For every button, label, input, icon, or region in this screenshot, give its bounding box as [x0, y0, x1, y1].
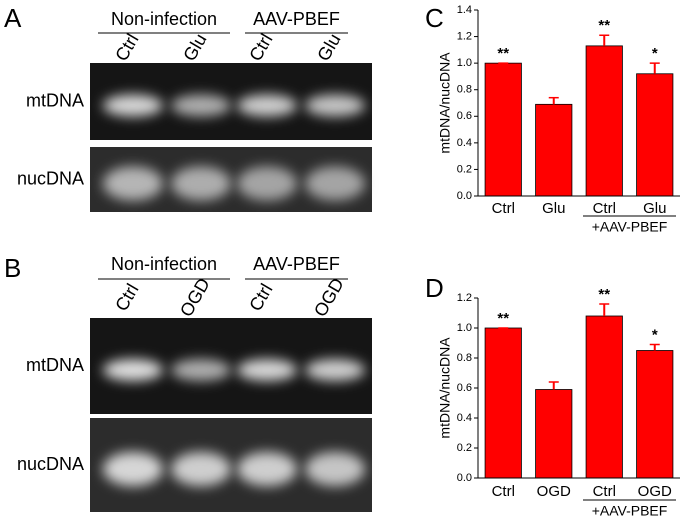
bar	[484, 327, 522, 479]
panel-label: A	[4, 3, 22, 33]
gel-band	[237, 452, 297, 486]
y-tick-label: 0.2	[457, 163, 472, 175]
significance: *	[652, 45, 658, 62]
y-axis-label: mtDNA/nucDNA	[437, 337, 453, 439]
y-tick-label: 1.0	[457, 322, 472, 334]
lane-label: Ctrl	[111, 280, 142, 314]
y-axis-label: mtDNA/nucDNA	[437, 52, 453, 154]
group-label: Non-infection	[111, 9, 217, 29]
gel-band	[305, 166, 365, 201]
bar	[636, 73, 674, 197]
lane-label: Ctrl	[111, 30, 142, 64]
y-tick-label: 1.0	[457, 57, 472, 69]
row-label: nucDNA	[17, 168, 84, 188]
row-label: mtDNA	[26, 90, 84, 110]
significance: *	[652, 326, 658, 343]
lane-label: Glu	[179, 30, 210, 64]
panel-label: B	[4, 253, 21, 283]
y-tick-label: 0.0	[457, 190, 472, 202]
group-label: AAV-PBEF	[253, 254, 340, 274]
y-tick-label: 1.4	[457, 4, 472, 16]
y-tick-label: 0.6	[457, 110, 472, 122]
row-label: mtDNA	[26, 355, 84, 375]
gel-band	[171, 452, 231, 486]
x-tick-label: OGD	[537, 483, 571, 500]
significance: **	[598, 286, 610, 303]
gel-band	[103, 166, 163, 201]
bar	[585, 45, 623, 197]
gel-band	[305, 452, 365, 486]
significance: **	[497, 310, 509, 327]
x-tick-label: OGD	[638, 483, 672, 500]
gel-band	[171, 94, 231, 117]
significance: **	[497, 45, 509, 62]
x-tick-label: Ctrl	[492, 483, 515, 500]
x-tick-label: Glu	[643, 200, 666, 217]
y-tick-label: 1.2	[457, 292, 472, 304]
y-tick-label: 0.0	[457, 472, 472, 484]
y-tick-label: 0.8	[457, 84, 472, 96]
group-label: +AAV-PBEF	[592, 219, 668, 235]
group-label: Non-infection	[111, 254, 217, 274]
group-label: AAV-PBEF	[253, 9, 340, 29]
gel-band	[237, 94, 297, 117]
y-tick-label: 0.6	[457, 382, 472, 394]
y-tick-label: 0.8	[457, 352, 472, 364]
bar	[535, 389, 573, 479]
gel-band	[103, 359, 163, 381]
gel-band	[103, 452, 163, 486]
bar	[636, 350, 674, 479]
lane-label: OGD	[310, 275, 348, 321]
gel-band	[237, 359, 297, 381]
x-tick-label: Ctrl	[593, 483, 616, 500]
y-tick-label: 0.4	[457, 412, 472, 424]
lane-label: Ctrl	[245, 30, 276, 64]
group-label: +AAV-PBEF	[592, 503, 668, 519]
bar	[535, 103, 573, 197]
x-tick-label: Ctrl	[492, 200, 515, 217]
lane-label: OGD	[176, 275, 214, 321]
lane-label: Glu	[313, 30, 344, 64]
row-label: nucDNA	[17, 454, 84, 474]
x-tick-label: Ctrl	[593, 200, 616, 217]
y-tick-label: 1.2	[457, 30, 472, 42]
panel-label: C	[425, 3, 444, 33]
bar	[585, 315, 623, 479]
gel-band	[171, 166, 231, 201]
panel-label: D	[425, 273, 444, 303]
bar	[484, 62, 522, 197]
gel-band	[171, 359, 231, 381]
significance: **	[598, 17, 610, 34]
gel-band	[305, 359, 365, 381]
x-tick-label: Glu	[542, 200, 565, 217]
y-tick-label: 0.2	[457, 442, 472, 454]
y-tick-label: 0.4	[457, 137, 472, 149]
gel-band	[103, 94, 163, 117]
gel-band	[237, 166, 297, 201]
gel-band	[305, 94, 365, 117]
lane-label: Ctrl	[245, 280, 276, 314]
